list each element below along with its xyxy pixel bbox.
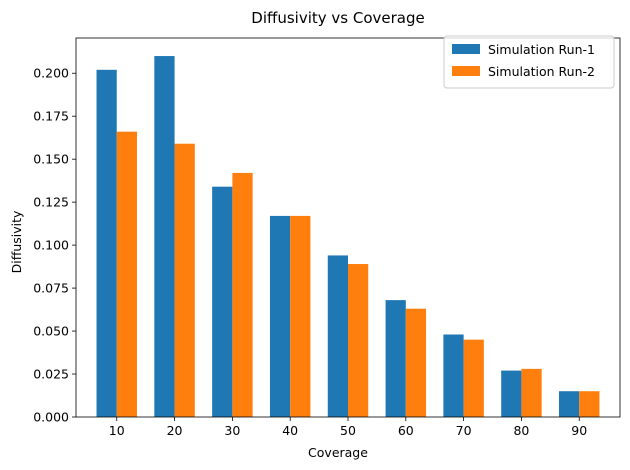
- bar-series-2-80: [521, 368, 542, 417]
- x-tick-label-60: 60: [398, 423, 414, 438]
- bar-series-2-30: [232, 172, 253, 417]
- bar-series-2-70: [463, 339, 484, 417]
- bar-series-1-40: [269, 215, 291, 417]
- plot-area: 10 20 30 40 50 60 70 80 90 0.000 0.025 0.050 0.075 0.…: [33, 37, 621, 438]
- y-tick-label-0.100: 0.100: [33, 238, 69, 253]
- legend: Simulation Run-1 Simulation Run-2: [443, 35, 615, 89]
- y-tick-label-0.200: 0.200: [33, 66, 69, 81]
- bar-series-1-60: [385, 300, 406, 417]
- x-tick-label-10: 10: [109, 423, 125, 438]
- y-axis-label: Diffusivity: [9, 210, 24, 273]
- legend-swatch-series-1: [452, 44, 480, 54]
- y-tick-label-0.000: 0.000: [33, 410, 69, 425]
- y-tick-label-0.025: 0.025: [33, 367, 69, 382]
- bar-series-1-10: [96, 69, 117, 418]
- y-tick-label-0.075: 0.075: [33, 281, 69, 296]
- x-axis-label: Coverage: [308, 445, 368, 460]
- x-tick-label-20: 20: [167, 423, 183, 438]
- x-tick-label-90: 90: [571, 423, 587, 438]
- bar-series-1-80: [501, 370, 522, 417]
- bar-series-1-90: [559, 391, 580, 417]
- x-tick-label-50: 50: [340, 423, 356, 438]
- y-tick-label-0.125: 0.125: [33, 195, 69, 210]
- x-tick-label-80: 80: [513, 423, 529, 438]
- legend-label-series-1: Simulation Run-1: [488, 42, 595, 57]
- y-tick-label-0.050: 0.050: [33, 324, 69, 339]
- x-tick-label-40: 40: [282, 423, 298, 438]
- bar-series-2-90: [579, 391, 600, 417]
- bar-series-1-50: [327, 255, 348, 417]
- bar-series-2-40: [290, 215, 311, 417]
- bar-series-2-60: [405, 308, 427, 417]
- legend-box: [443, 35, 615, 89]
- bar-series-1-30: [212, 186, 233, 417]
- legend-swatch-series-2: [452, 66, 480, 76]
- x-tick-label-30: 30: [224, 423, 240, 438]
- y-tick-label-0.150: 0.150: [33, 152, 69, 167]
- bar-series-2-20: [174, 143, 195, 417]
- bar-series-2-10: [116, 131, 137, 417]
- bar-series-1-70: [443, 334, 464, 417]
- bar-series-1-20: [154, 56, 175, 418]
- chart-title: Diffusivity vs Coverage: [251, 9, 424, 27]
- x-tick-label-70: 70: [456, 423, 472, 438]
- legend-label-series-2: Simulation Run-2: [488, 64, 595, 79]
- y-tick-label-0.175: 0.175: [33, 109, 69, 124]
- bar-series-2-50: [348, 264, 369, 417]
